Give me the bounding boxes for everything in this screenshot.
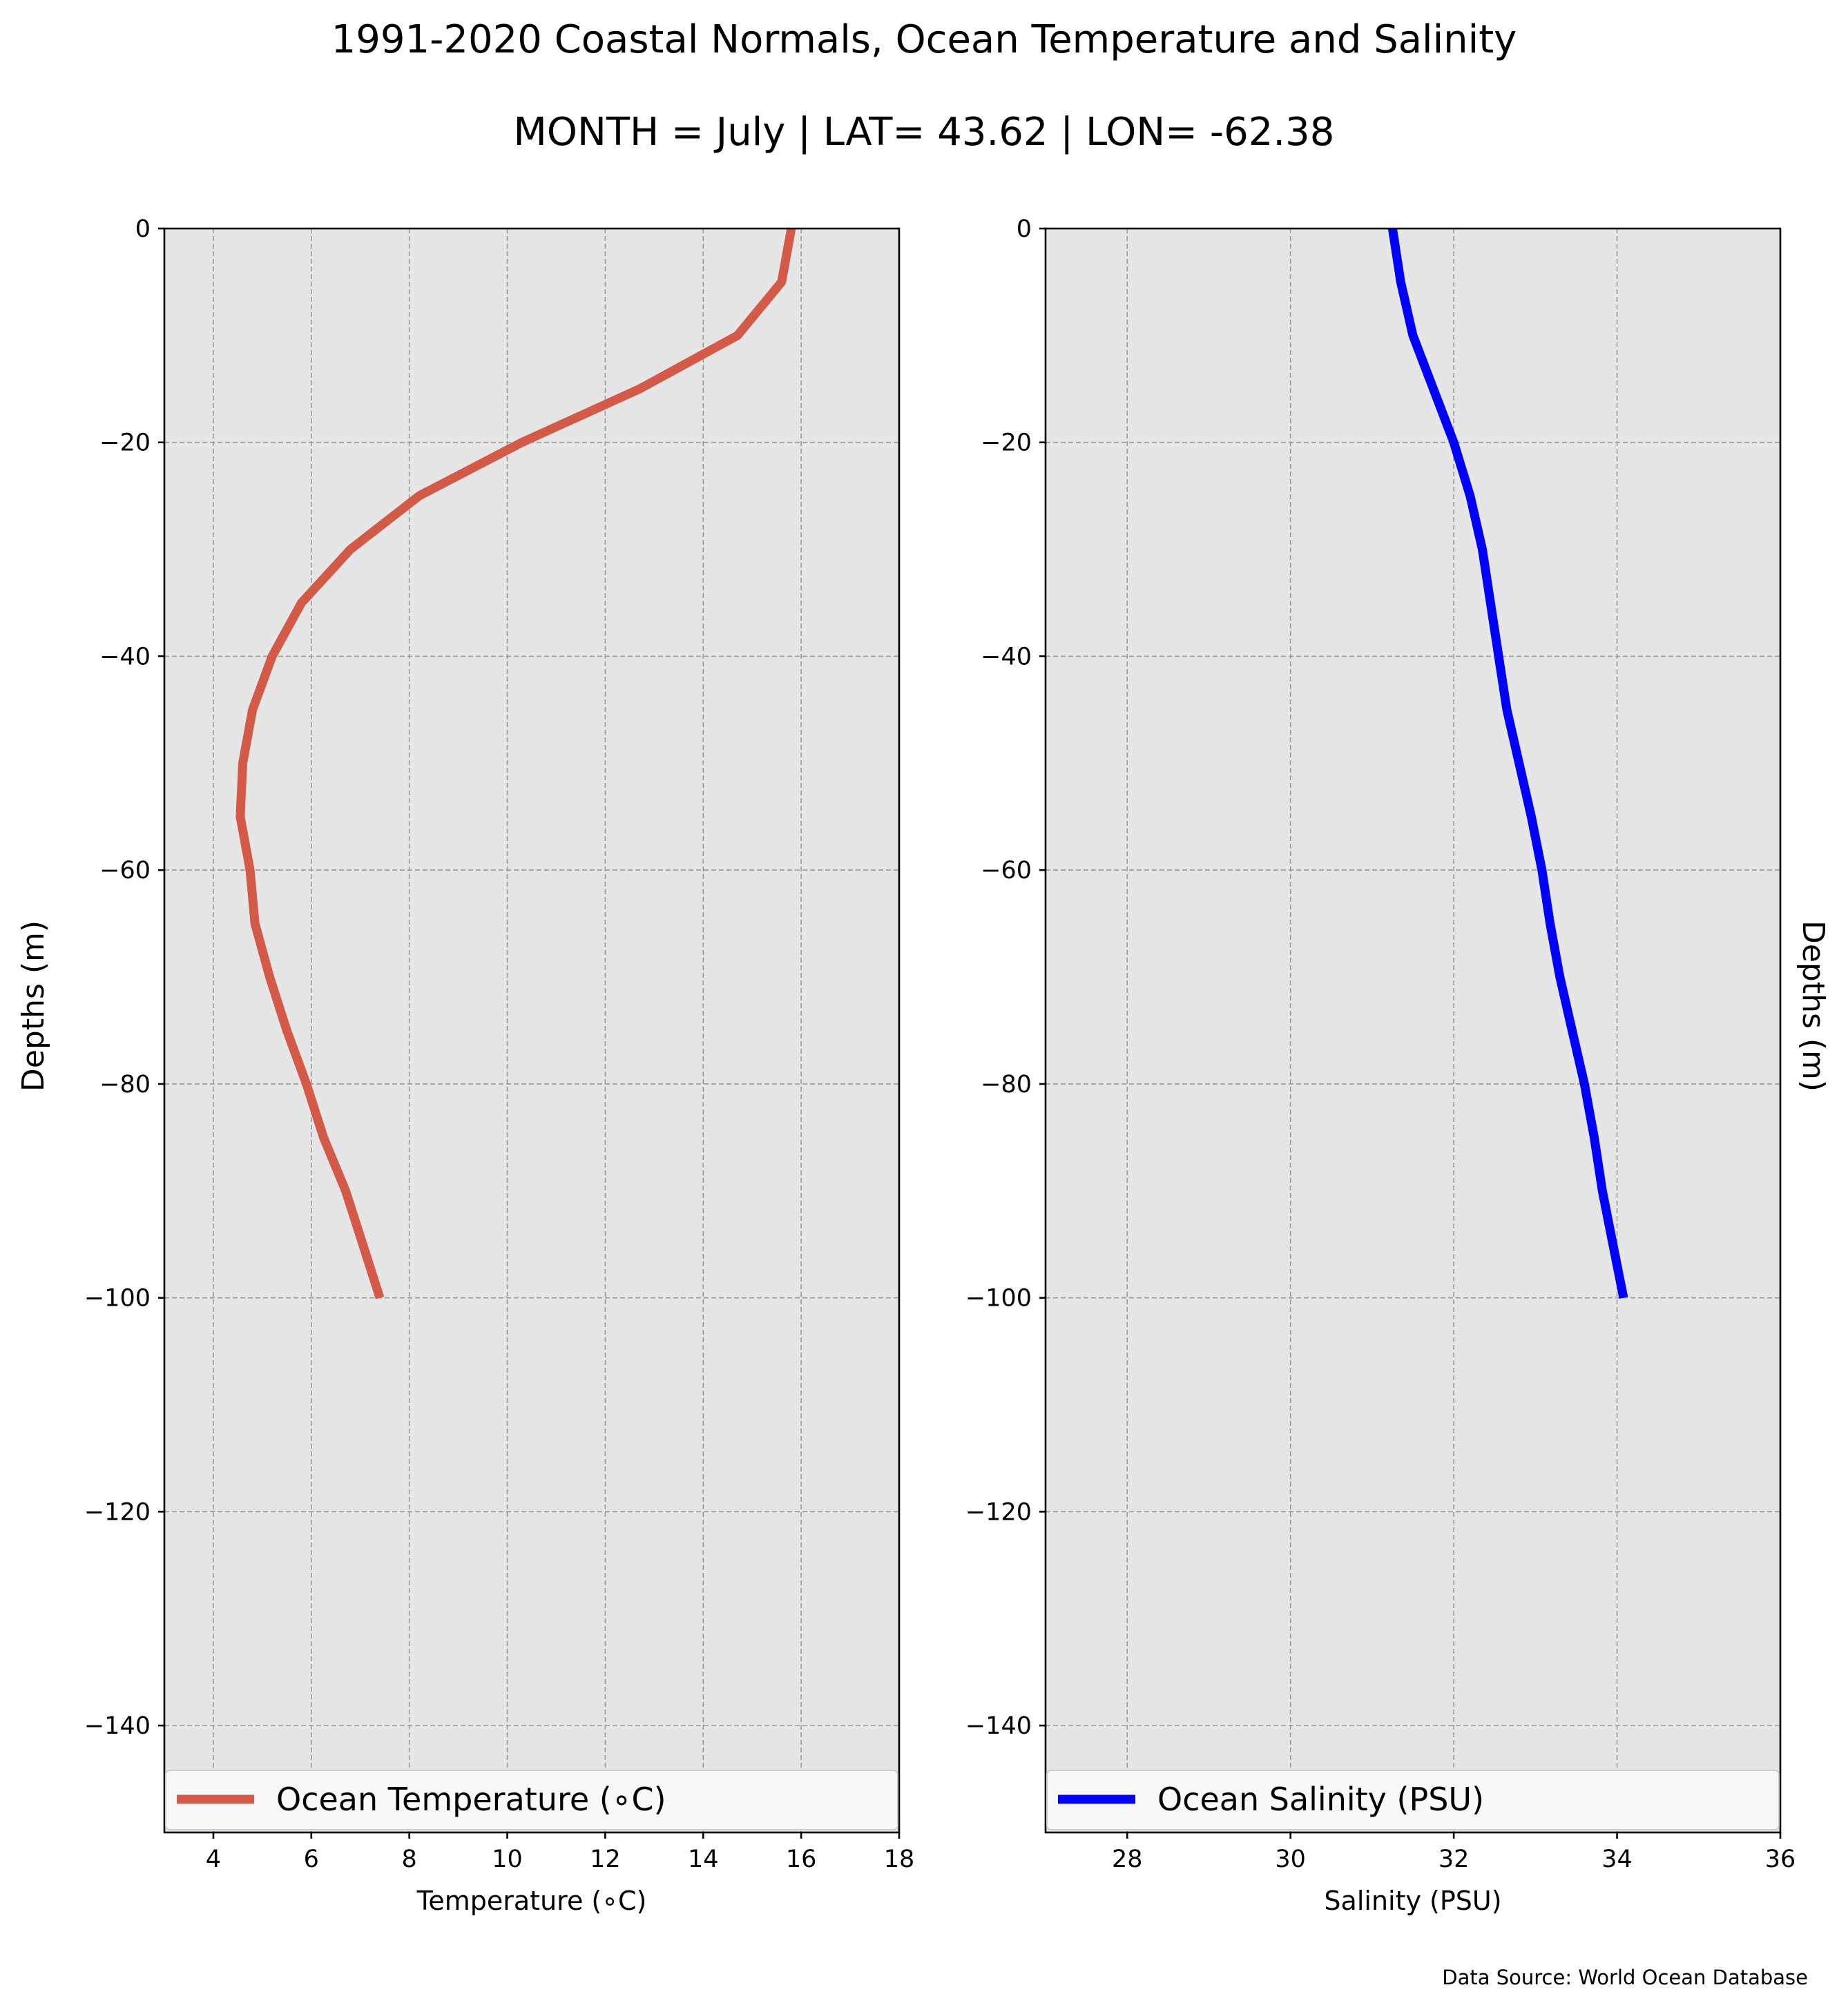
y-axis-label-right: Depths (m) — [1796, 920, 1831, 1092]
x-tick-label: 4 — [206, 1846, 221, 1873]
y-tick-label: −140 — [84, 1712, 151, 1740]
y-tick-label: −60 — [99, 857, 151, 884]
y-tick-label: −100 — [84, 1285, 151, 1313]
x-tick-label: 8 — [402, 1846, 417, 1873]
x-tick-label: 36 — [1765, 1846, 1796, 1873]
data-source-note: Data Source: World Ocean Database — [1442, 1966, 1808, 1989]
salinity-series-line — [1387, 228, 1628, 1299]
x-tick-label: 28 — [1112, 1846, 1143, 1873]
x-tick-label: 18 — [884, 1846, 915, 1873]
x-tick-label: 32 — [1438, 1846, 1470, 1873]
temperature-series-line — [235, 227, 796, 1299]
salinity-panel: 28 30 32 34 36 0 −20 −40 −60 −80 −100 −120 −140 Salin… — [965, 215, 1796, 1916]
y-tick-label: −120 — [965, 1498, 1032, 1526]
temperature-panel: 4 6 8 10 12 14 16 18 0 −20 −40 −60 −80 −100 −120 −140 Te… — [84, 215, 914, 1916]
y-tick-label: −100 — [965, 1285, 1032, 1313]
y-tick-label: −80 — [99, 1071, 151, 1099]
temperature-legend-box — [165, 1770, 898, 1830]
x-tick-label: 14 — [688, 1846, 719, 1873]
y-tick-label: −60 — [981, 857, 1032, 884]
temperature-plot-area — [164, 229, 899, 1832]
salinity-plot-area — [1046, 229, 1780, 1832]
y-tick-label: −40 — [981, 643, 1032, 670]
temperature-legend-label: Ocean Temperature (∘C) — [276, 1781, 666, 1818]
temperature-x-axis-label: Temperature (∘C) — [416, 1886, 647, 1916]
salinity-legend-label: Ocean Salinity (PSU) — [1157, 1781, 1484, 1818]
x-tick-label: 6 — [304, 1846, 319, 1873]
y-tick-label: −20 — [99, 429, 151, 457]
y-tick-label: −20 — [981, 429, 1032, 457]
x-tick-label: 30 — [1275, 1846, 1306, 1873]
salinity-x-axis-label: Salinity (PSU) — [1324, 1886, 1501, 1916]
salinity-legend-box — [1046, 1770, 1780, 1830]
y-tick-label: −40 — [99, 643, 151, 670]
y-tick-label: 0 — [1017, 215, 1032, 243]
x-tick-label: 16 — [786, 1846, 817, 1873]
temperature-axes-frame — [163, 227, 901, 1834]
x-tick-label: 12 — [590, 1846, 621, 1873]
salinity-axes-frame — [1044, 227, 1782, 1834]
y-tick-label: −120 — [84, 1498, 151, 1526]
x-tick-label: 34 — [1601, 1846, 1633, 1873]
y-tick-label: −140 — [965, 1712, 1032, 1740]
y-axis-label-left: Depths (m) — [16, 920, 51, 1092]
y-tick-label: 0 — [135, 215, 151, 243]
chart-subtitle: MONTH = July | LAT= 43.62 | LON= -62.38 — [514, 110, 1335, 155]
chart-title: 1991-2020 Coastal Normals, Ocean Tempera… — [331, 17, 1517, 62]
x-tick-label: 10 — [492, 1846, 523, 1873]
y-tick-label: −80 — [981, 1071, 1032, 1099]
